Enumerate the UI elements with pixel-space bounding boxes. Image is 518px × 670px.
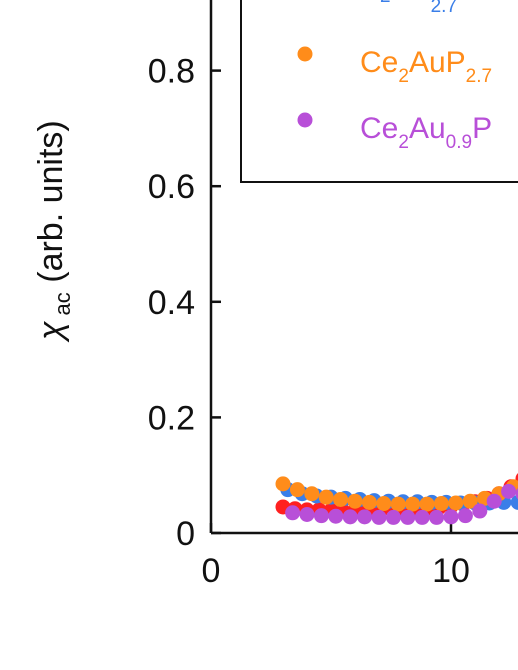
y-axis-label: χac (arb. units): [32, 120, 75, 343]
data-point: [390, 496, 406, 512]
data-point: [400, 509, 416, 525]
data-point: [486, 493, 502, 509]
data-point: [299, 507, 315, 523]
legend-entry: Ce2AuP2.7: [297, 46, 492, 87]
legend-label: 22.7: [380, 0, 457, 17]
data-point: [289, 482, 305, 498]
data-point: [385, 509, 401, 525]
data-point: [357, 509, 373, 525]
x-tick-label: 10: [432, 552, 470, 590]
data-point: [433, 496, 449, 512]
legend-label: Ce2Au0.9P: [360, 112, 492, 153]
data-point: [342, 509, 358, 525]
data-point: [443, 509, 459, 525]
data-point: [328, 508, 344, 524]
data-point: [448, 495, 464, 511]
data-points: [275, 473, 518, 525]
data-point: [318, 489, 334, 505]
legend: 22.7 Ce2AuP2.7 Ce2Au0.9P: [240, 0, 518, 183]
data-point: [510, 494, 518, 510]
data-point: [285, 505, 301, 521]
data-point: [333, 491, 349, 507]
y-tick-label: 0.6: [148, 168, 195, 206]
data-point: [457, 508, 473, 524]
data-point: [376, 496, 392, 512]
data-point: [371, 509, 387, 525]
y-tick-label: 0.2: [148, 399, 195, 437]
data-point: [419, 496, 435, 512]
data-point: [501, 483, 517, 499]
legend-label: Ce2AuP2.7: [360, 46, 492, 87]
legend-marker: [297, 112, 313, 128]
data-point: [405, 496, 421, 512]
data-point: [361, 494, 377, 510]
data-point: [515, 488, 518, 500]
series-2: [275, 476, 518, 512]
x-tick-label: 0: [202, 552, 221, 590]
data-point: [429, 509, 445, 525]
data-point: [304, 486, 320, 502]
legend-entry: Ce2Au0.9P: [297, 112, 492, 153]
legend-marker: [297, 46, 313, 62]
legend-entries: 22.7 Ce2AuP2.7 Ce2Au0.9P: [297, 0, 492, 153]
legend-box: [240, 0, 518, 183]
data-point: [414, 509, 430, 525]
data-point: [462, 493, 478, 509]
axes: 0 0.2 0.4 0.6 0.8 0 10: [148, 0, 518, 590]
legend-entry: 22.7: [380, 0, 457, 17]
y-axis-title: χac (arb. units): [32, 120, 75, 343]
y-tick-label: 0.8: [148, 53, 195, 91]
series-3: [285, 483, 518, 525]
data-point: [275, 476, 291, 492]
data-point: [313, 508, 329, 524]
data-point: [347, 493, 363, 509]
y-tick-label: 0: [176, 515, 195, 553]
data-point: [472, 503, 488, 519]
y-tick-label: 0.4: [148, 284, 195, 322]
